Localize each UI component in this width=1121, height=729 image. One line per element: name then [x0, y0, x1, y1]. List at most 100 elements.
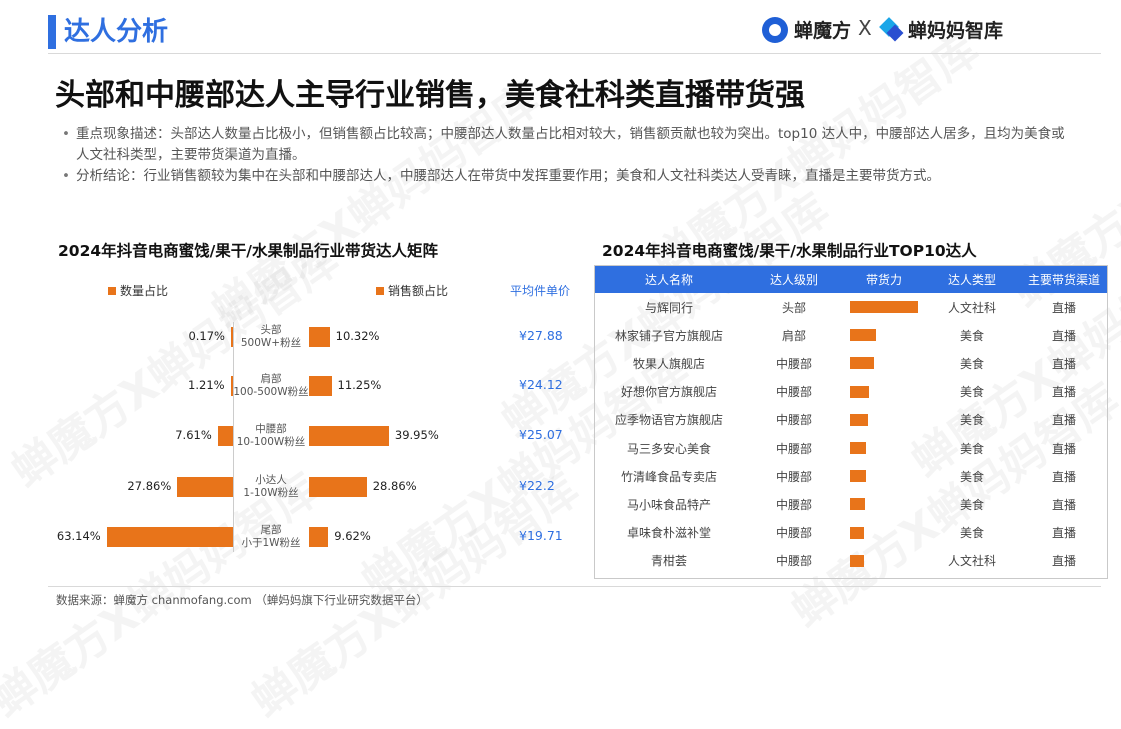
- cell-level: 中腰部: [775, 441, 812, 456]
- page-title: 头部和中腰部达人主导行业销售，美食社科类直播带货强: [55, 78, 805, 113]
- axis-left: [233, 322, 234, 552]
- table-row: 马小味食品特产 中腰部 美食 直播: [594, 490, 1108, 518]
- count-share-label: 1.21%: [188, 378, 225, 392]
- bullet-observation: 重点现象描述：头部达人数量占比极小，但销售额占比较高；中腰部达人数量占比相对较大…: [62, 124, 1072, 166]
- cell-sales-power: [844, 349, 924, 377]
- sales-share-label: 10.32%: [335, 329, 380, 343]
- avg-price-value: ¥27.88: [519, 328, 563, 343]
- table-header-row: 达人名称 达人级别 带货力 达人类型 主要带货渠道: [594, 265, 1108, 293]
- cell-influencer-name: 与辉同行: [644, 300, 693, 315]
- tier-name: 小达人: [255, 474, 287, 486]
- col-header-level: 达人级别: [744, 265, 844, 293]
- tier-label: 中腰部 10-100W粉丝: [231, 423, 311, 449]
- legend-sales-share: 销售额占比: [376, 282, 448, 299]
- tier-label: 小达人 1-10W粉丝: [231, 474, 311, 500]
- count-share-bar: [106, 527, 233, 547]
- cell-type: 美食: [959, 441, 984, 456]
- tier-name: 尾部: [260, 524, 282, 536]
- cell-sales-power: [844, 321, 924, 349]
- tier-name: 头部: [260, 324, 282, 336]
- data-source: 数据来源：蝉魔方 chanmofang.com （蝉妈妈旗下行业研究数据平台）: [56, 593, 428, 607]
- chanmama-logo-text: 蝉妈妈智库: [908, 20, 1004, 42]
- cell-level: 中腰部: [775, 469, 812, 484]
- sales-power-bar: [850, 385, 869, 398]
- header-divider: [48, 53, 1101, 54]
- cell-influencer-name: 青柑荟: [650, 554, 687, 569]
- section-accent-bar: [48, 15, 56, 49]
- sales-power-bar: [850, 441, 866, 454]
- cell-type: 美食: [959, 385, 984, 400]
- cell-sales-power: [844, 434, 924, 462]
- sales-power-bar: [850, 526, 864, 539]
- table-row: 林家铺子官方旗舰店 肩部 美食 直播: [594, 321, 1108, 349]
- legend-swatch: [108, 286, 116, 295]
- cell-type: 美食: [959, 328, 984, 343]
- avg-price-value: ¥24.12: [519, 377, 563, 392]
- table-row: 牧果人旗舰店 中腰部 美食 直播: [594, 349, 1108, 377]
- cell-level: 中腰部: [775, 413, 812, 428]
- tier-name: 肩部: [260, 373, 282, 385]
- tier-label: 肩部 100-500W粉丝: [231, 373, 311, 399]
- sales-power-bar: [850, 554, 864, 567]
- count-share-label: 63.14%: [56, 529, 101, 543]
- matrix-chart-title: 2024年抖音电商蜜饯/果干/水果制品行业带货达人矩阵: [58, 242, 438, 260]
- tier-label: 头部 500W+粉丝: [231, 324, 311, 350]
- sales-power-bar: [850, 301, 918, 313]
- sales-share-bar: [309, 376, 332, 396]
- cell-type: 人文社科: [947, 554, 996, 569]
- tier-fans: 1-10W粉丝: [243, 487, 299, 499]
- cell-channel: 直播: [1051, 385, 1076, 400]
- top10-table-title: 2024年抖音电商蜜饯/果干/水果制品行业TOP10达人: [602, 242, 977, 260]
- cell-level: 中腰部: [775, 385, 812, 400]
- sales-share-bar: [309, 527, 329, 547]
- footer-divider: [48, 586, 1101, 587]
- cell-influencer-name: 竹清峰食品专卖店: [620, 469, 717, 484]
- cell-sales-power: [844, 378, 924, 406]
- tier-fans: 500W+粉丝: [240, 337, 302, 349]
- tier-name: 中腰部: [255, 423, 287, 435]
- sales-power-bar: [850, 329, 876, 342]
- cell-type: 美食: [959, 413, 984, 428]
- cell-type: 美食: [959, 526, 984, 541]
- cell-influencer-name: 牧果人旗舰店: [632, 356, 705, 371]
- cell-level: 头部: [781, 300, 806, 315]
- table-row: 应季物语官方旗舰店 中腰部 美食 直播: [594, 406, 1108, 434]
- table-row: 竹清峰食品专卖店 中腰部 美食 直播: [594, 462, 1108, 490]
- cell-sales-power: [844, 547, 924, 575]
- sales-share-label: 9.62%: [334, 529, 371, 543]
- cell-sales-power: [844, 293, 924, 321]
- cell-type: 人文社科: [947, 300, 996, 315]
- cell-level: 中腰部: [775, 554, 812, 569]
- legend-count-share: 数量占比: [108, 282, 168, 299]
- table-row: 与辉同行 头部 人文社科 直播: [594, 293, 1108, 321]
- col-header-channel: 主要带货渠道: [1020, 265, 1108, 293]
- section-title: 达人分析: [64, 17, 169, 47]
- tier-fans: 100-500W粉丝: [233, 386, 309, 398]
- cell-channel: 直播: [1051, 413, 1076, 428]
- count-share-bar: [230, 376, 233, 396]
- count-share-bar: [231, 327, 233, 347]
- cell-influencer-name: 马小味食品特产: [626, 497, 711, 512]
- top10-table: 达人名称 达人级别 带货力 达人类型 主要带货渠道 与辉同行 头部 人文社科 直播 林家…: [594, 265, 1108, 575]
- sales-share-bar: [309, 426, 389, 446]
- cell-level: 中腰部: [775, 356, 812, 371]
- cell-channel: 直播: [1051, 469, 1076, 484]
- matrix-chart: 0.17% 10.32% 头部 500W+粉丝 ¥27.88 1.21% 11.25% 肩部 1…: [0, 0, 600, 629]
- legend-swatch: [376, 286, 384, 295]
- legend-label: 销售额占比: [388, 284, 449, 298]
- table-row: 马三多安心美食 中腰部 美食 直播: [594, 434, 1108, 462]
- table-row: 卓味食朴滋补堂 中腰部 美食 直播: [594, 519, 1108, 547]
- tier-fans: 10-100W粉丝: [236, 436, 306, 448]
- cell-level: 肩部: [781, 328, 806, 343]
- col-header-name: 达人名称: [594, 265, 744, 293]
- cell-channel: 直播: [1051, 441, 1076, 456]
- sales-share-label: 28.86%: [372, 479, 417, 493]
- cell-level: 中腰部: [775, 497, 812, 512]
- cell-channel: 直播: [1051, 300, 1076, 315]
- cell-channel: 直播: [1051, 356, 1076, 371]
- sales-share-bar: [309, 477, 367, 497]
- sales-share-label: 11.25%: [337, 378, 382, 392]
- cell-influencer-name: 林家铺子官方旗舰店: [614, 328, 723, 343]
- avg-price-value: ¥25.07: [519, 427, 563, 442]
- cell-influencer-name: 卓味食朴滋补堂: [626, 526, 711, 541]
